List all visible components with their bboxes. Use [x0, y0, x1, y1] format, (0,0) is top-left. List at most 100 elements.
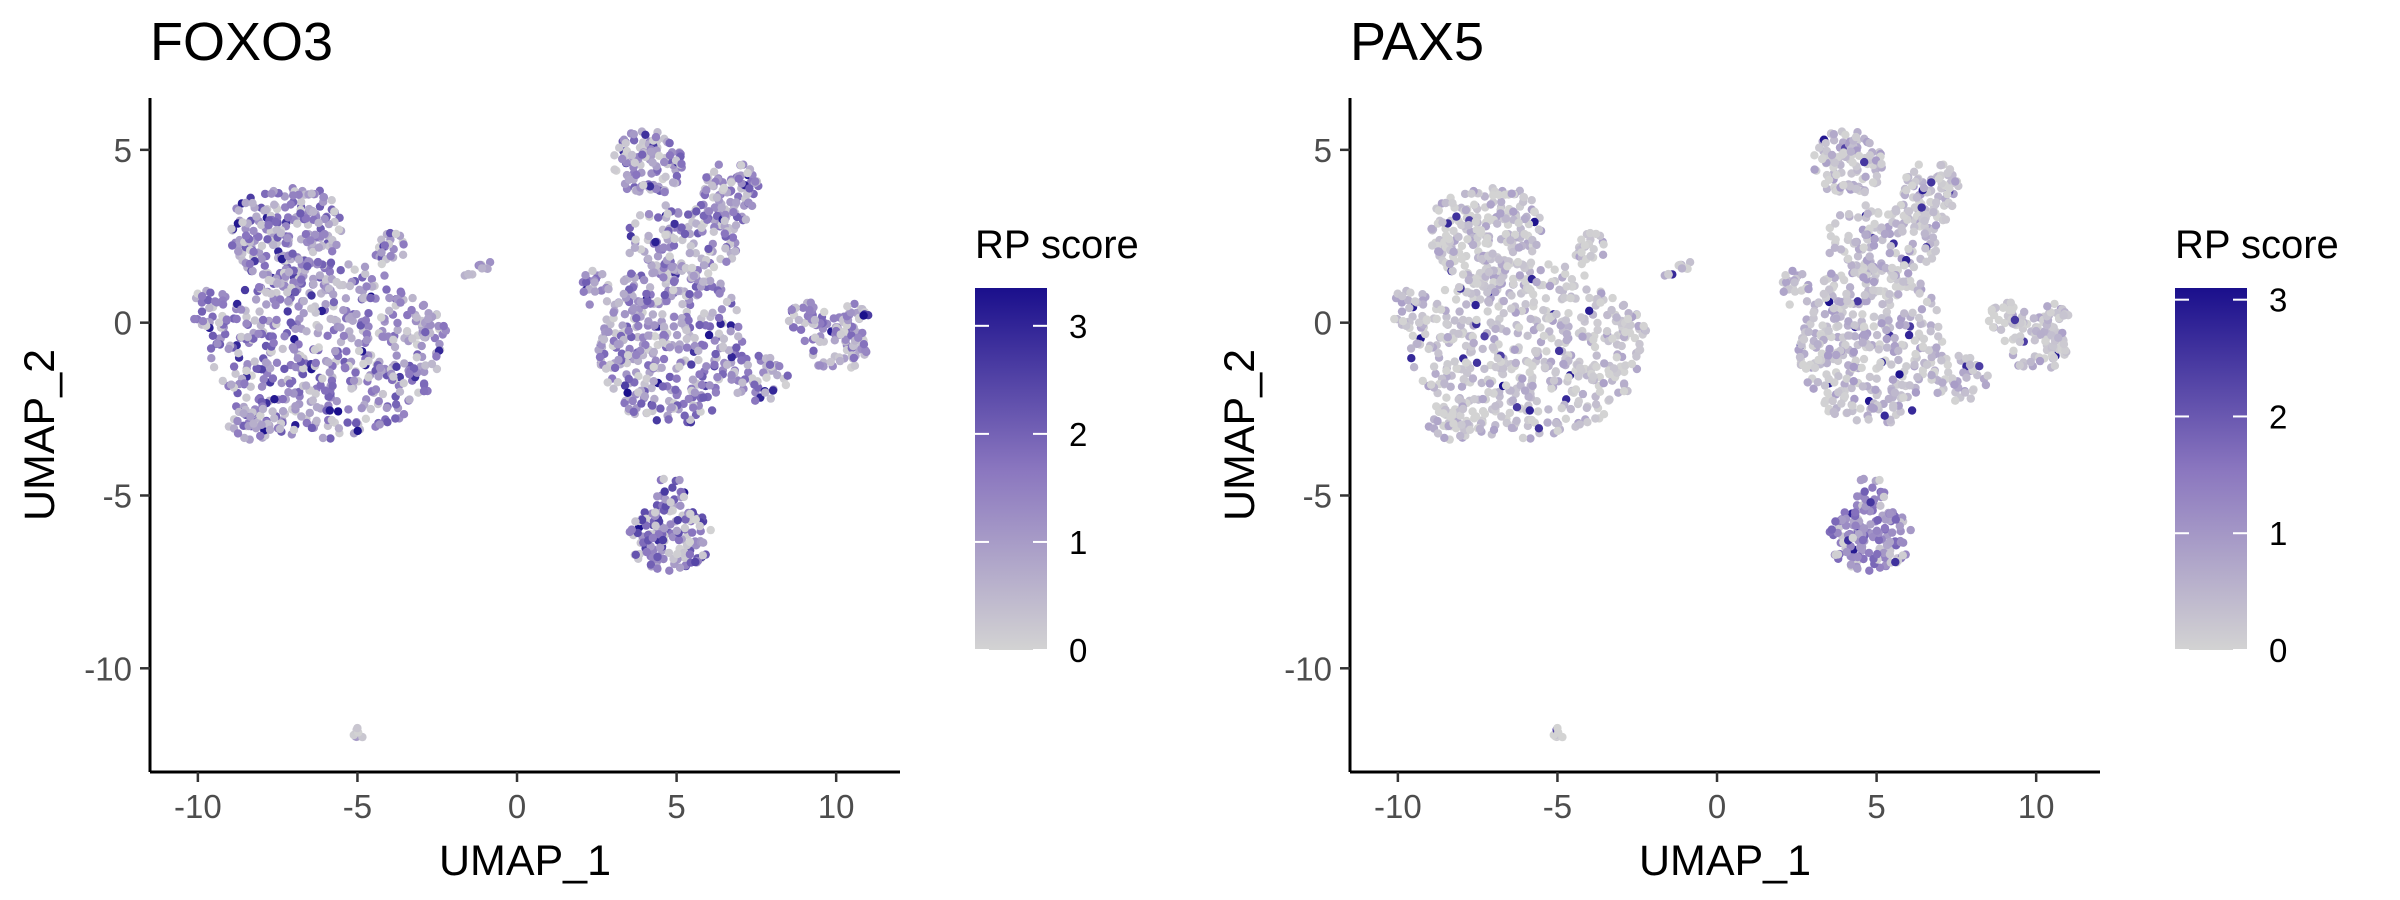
- data-point: [664, 548, 674, 558]
- data-point: [280, 364, 289, 374]
- data-point: [1832, 314, 1841, 323]
- data-point: [1859, 330, 1868, 340]
- data-point: [681, 263, 691, 273]
- data-point: [1429, 362, 1439, 371]
- data-point: [722, 297, 732, 307]
- data-point: [1824, 326, 1833, 336]
- data-point: [248, 198, 257, 208]
- data-point: [257, 254, 266, 264]
- data-point: [320, 386, 330, 395]
- data-point: [435, 339, 444, 349]
- data-point: [232, 314, 241, 324]
- data-point: [2046, 308, 2055, 317]
- data-point: [1858, 382, 1867, 391]
- data-point: [1844, 231, 1853, 241]
- data-point: [398, 250, 408, 259]
- data-point: [197, 307, 207, 316]
- data-point: [650, 394, 659, 404]
- data-point: [1848, 401, 1857, 410]
- data-point: [1874, 535, 1884, 545]
- data-point: [2049, 353, 2059, 363]
- data-point: [713, 373, 722, 382]
- data-point: [1526, 314, 1535, 324]
- data-point: [286, 318, 295, 327]
- data-point: [1890, 333, 1899, 343]
- data-point: [1561, 414, 1571, 423]
- data-point: [357, 404, 366, 413]
- data-point: [849, 353, 859, 363]
- data-point: [1889, 271, 1898, 281]
- data-point: [761, 388, 770, 397]
- data-point: [1850, 332, 1860, 341]
- data-point: [1596, 298, 1605, 307]
- data-point: [613, 378, 623, 387]
- data-point: [1580, 241, 1589, 250]
- data-point: [707, 406, 717, 415]
- data-point: [623, 388, 632, 397]
- data-point: [400, 359, 409, 368]
- data-point: [859, 311, 868, 320]
- data-point: [639, 181, 648, 190]
- data-point: [659, 354, 669, 364]
- data-point: [2043, 302, 2052, 311]
- data-point: [1932, 198, 1941, 207]
- data-point: [652, 416, 661, 425]
- data-point: [396, 298, 405, 307]
- data-point: [344, 405, 353, 414]
- data-point: [1562, 282, 1571, 291]
- data-point: [1934, 174, 1943, 183]
- chart-title: PAX5: [1350, 12, 1484, 72]
- data-point: [1439, 409, 1448, 418]
- data-point: [644, 317, 653, 326]
- data-point: [1480, 332, 1489, 341]
- data-point: [1621, 328, 1630, 337]
- data-point: [658, 338, 667, 347]
- data-point: [361, 269, 370, 279]
- x-tick-label: -5: [1543, 788, 1572, 825]
- data-point: [1987, 305, 1996, 314]
- data-point: [241, 198, 250, 208]
- data-point: [1945, 184, 1954, 193]
- data-point: [1497, 412, 1506, 421]
- data-point: [1860, 157, 1869, 167]
- data-point: [249, 419, 258, 428]
- data-point: [1531, 346, 1540, 356]
- data-point: [588, 266, 597, 276]
- data-point: [1836, 297, 1845, 307]
- data-point: [641, 130, 650, 139]
- data-point: [1529, 298, 1539, 307]
- data-point: [1547, 334, 1556, 343]
- data-point: [647, 261, 656, 270]
- legend-tick-label: 2: [1069, 416, 1087, 453]
- data-point: [2041, 335, 2050, 344]
- data-point: [320, 214, 329, 224]
- y-axis-title: UMAP_2: [1216, 349, 1264, 521]
- data-point: [242, 312, 251, 322]
- data-point: [1593, 325, 1602, 335]
- data-point: [234, 247, 243, 256]
- data-point: [1966, 353, 1975, 363]
- data-point: [629, 304, 638, 313]
- data-point: [283, 288, 292, 297]
- data-point: [299, 296, 308, 306]
- data-point: [286, 200, 295, 209]
- data-point: [269, 338, 278, 348]
- data-point: [345, 281, 355, 291]
- data-point: [1450, 316, 1459, 325]
- data-point: [423, 314, 433, 324]
- data-point: [1515, 271, 1525, 280]
- data-point: [639, 275, 649, 285]
- data-point: [1448, 266, 1457, 276]
- data-point: [663, 209, 672, 218]
- x-tick-label: 5: [1867, 788, 1885, 825]
- data-point: [784, 316, 794, 326]
- data-point: [1934, 322, 1943, 332]
- data-point: [656, 404, 665, 413]
- data-point: [1468, 240, 1478, 250]
- data-point: [1599, 410, 1609, 419]
- data-point: [783, 371, 792, 380]
- data-point: [1488, 343, 1497, 352]
- legend-tick-label: 1: [1069, 524, 1087, 561]
- data-point: [1514, 218, 1523, 228]
- data-point: [642, 289, 651, 299]
